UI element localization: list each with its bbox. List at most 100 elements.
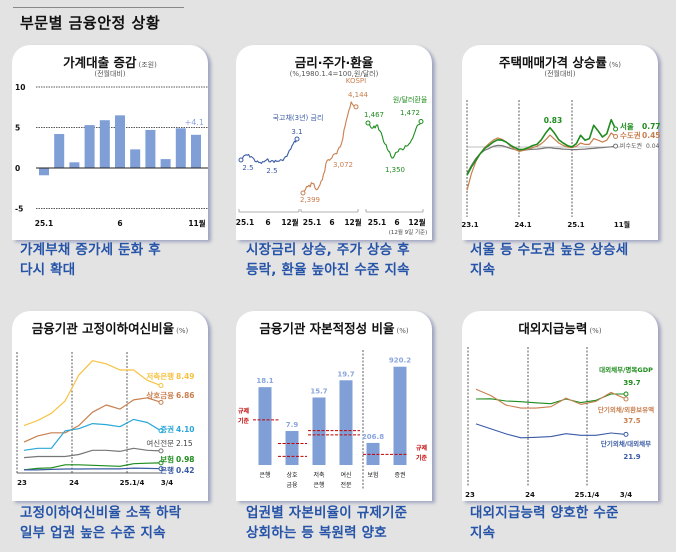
series-end-value: 21.9: [623, 453, 640, 461]
caption-rates: 시장금리 상승, 주가 상승 후 등락, 환율 높아진 수준 지속: [246, 240, 451, 280]
series-end-value: 0.98: [176, 455, 195, 464]
category-label: 금융: [286, 482, 298, 489]
series-end-value: 0.77: [642, 122, 661, 131]
category-label: 상호: [286, 471, 298, 479]
series-line: [302, 101, 357, 194]
series-end-value: 39.7: [623, 379, 640, 387]
caption-household-loan: 가계부채 증가세 둔화 후 다시 확대: [20, 240, 225, 280]
series-end-value: 0.42: [176, 466, 195, 475]
x-tick-label: 3/4: [620, 491, 632, 499]
end-marker: [158, 383, 164, 389]
value-label: 2.5: [242, 164, 253, 172]
bar: [54, 133, 65, 168]
bar: [175, 128, 186, 168]
rates-stocks-fx-card: 금리·주가·환율 (%,1980.1.4=100,원/달러) 국고채(3년) 금…: [236, 45, 432, 240]
y-tick-label: -5: [15, 205, 23, 214]
x-tick-label: 6: [117, 219, 122, 228]
bar: [99, 120, 110, 168]
bar: [393, 366, 407, 465]
card-title-text: 대외지급능력: [518, 321, 588, 336]
series-line: [24, 467, 162, 471]
series-name: 비수도권: [620, 142, 642, 150]
household-loan-chart: 10 5 0 -5 25.1 6 11월 +4.1: [15, 83, 208, 228]
value-label: 4,144: [348, 91, 369, 99]
card-title: 가계대출 증감 (조원): [12, 52, 208, 71]
bar: [145, 129, 156, 168]
card-title-text: 주택매매가격 상승률: [499, 55, 607, 70]
series-line: [466, 144, 616, 174]
value-label: 2.5: [266, 167, 277, 175]
x-tick-label: 24: [525, 491, 535, 499]
series-line: [23, 447, 162, 459]
caption-line: 서울 등 수도권 높은 상승세: [470, 242, 629, 258]
start-marker: [238, 157, 244, 163]
card-unit: (%): [396, 327, 409, 335]
external-payment-card: 대외지급능력 (%) 대외채무/명목GDP 39.7 단기외채/외환보유액 37.5 단기…: [462, 311, 658, 501]
bar: [285, 431, 299, 465]
regulatory-label: 규제: [238, 407, 250, 415]
external-payment-chart: 대외채무/명목GDP 39.7 단기외채/외환보유액 37.5 단기외채/대외채무 21.…: [465, 347, 654, 499]
series-name: 보험: [160, 454, 174, 464]
card-unit: (%): [176, 327, 189, 335]
card-unit: (조원): [138, 61, 157, 69]
y-tick-label: 5: [15, 124, 20, 133]
end-marker: [418, 119, 424, 124]
bar: [312, 397, 326, 465]
card-title-text: 금융기관 고정이하여신비율: [31, 321, 175, 336]
series-end-value: 8.49: [176, 372, 195, 381]
end-marker: [613, 143, 619, 149]
x-tick-label: 11월: [188, 218, 205, 228]
card-title-text: 금리·주가·환율: [294, 55, 374, 70]
card-subtitle: (전월대비): [544, 70, 576, 78]
series-end-value: 0.45: [642, 131, 661, 140]
x-tick-label: 24.1: [514, 221, 531, 229]
series-end-value: 0.04: [646, 143, 660, 150]
caption-capital: 업권별 자본비율이 규제기준 상회하는 등 복원력 양호: [246, 503, 451, 543]
value-label: 1,472: [400, 109, 420, 117]
series-name: 증권: [160, 424, 174, 434]
x-tick-label: 25.1/4: [575, 491, 600, 499]
caption-line: 업권별 자본비율이 규제기준: [246, 505, 408, 521]
peak-label: 0.83: [544, 116, 563, 125]
bar: [160, 159, 171, 168]
series-name: 서울: [620, 121, 634, 131]
category-label: 전문: [340, 481, 352, 489]
value-label: 3,072: [333, 161, 353, 169]
series-name-kospi: KOSPI: [346, 77, 366, 85]
x-tick-label: 25.1: [368, 218, 387, 227]
value-label: 2,399: [300, 196, 320, 204]
series-name: 은행: [160, 465, 174, 475]
bar-value-label: 920.2: [389, 357, 411, 365]
x-tick-label: 23: [465, 491, 475, 499]
end-marker: [353, 104, 359, 110]
caption-npl: 고정이하여신비율 소폭 하락 일부 업권 높은 수준 지속: [20, 503, 225, 543]
series-end-value: 37.5: [623, 417, 640, 425]
series-line: [475, 423, 627, 439]
caption-line: 상회하는 등 복원력 양호: [246, 525, 387, 541]
end-marker: [613, 126, 619, 132]
end-marker: [613, 134, 619, 140]
x-tick-label: 23: [17, 479, 27, 487]
series-end-value: 2.15: [176, 439, 193, 448]
series-line: [240, 138, 298, 165]
series-name: 여신전문: [146, 438, 174, 448]
caption-housing: 서울 등 수도권 높은 상승세 지속: [470, 240, 675, 280]
series-line: [23, 418, 162, 451]
npl-ratio-card: 금융기관 고정이하여신비율 (%) 8.49 저축은행 6.86 상호금융 4.10 증권 2…: [12, 311, 208, 501]
series-line: [475, 393, 626, 405]
x-tick-label: 12월: [281, 217, 298, 227]
card-subtitle: (%,1980.1.4=100,원/달러): [289, 70, 379, 78]
series-line: [23, 397, 162, 443]
caption-external: 대외지급능력 양호한 수준 지속: [470, 503, 675, 543]
bar: [191, 134, 201, 168]
x-tick-label: 6: [265, 218, 270, 227]
x-tick-label: 11월: [614, 220, 630, 229]
end-marker: [158, 399, 164, 405]
bar: [69, 162, 80, 168]
end-marker: [294, 136, 300, 142]
category-label: 증권: [394, 471, 405, 479]
card-title-text: 금융기관 자본적정성 비율: [259, 321, 395, 336]
bar: [115, 115, 125, 168]
caption-line: 지속: [470, 262, 496, 278]
